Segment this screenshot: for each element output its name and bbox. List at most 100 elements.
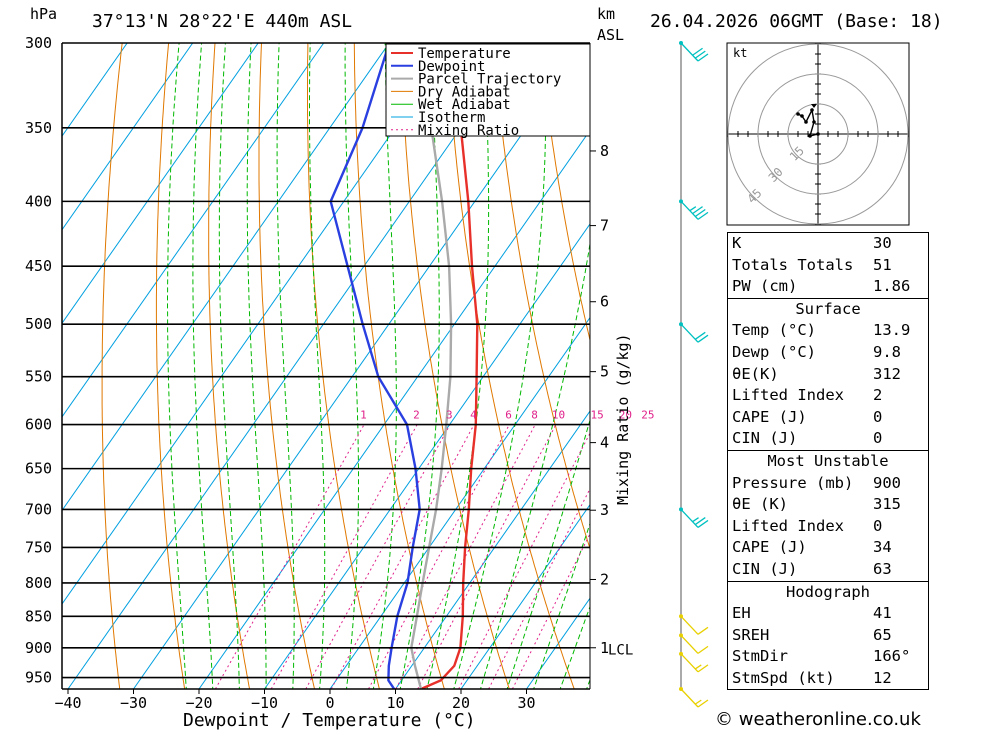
- pressure-tick-label: 300: [25, 34, 52, 52]
- km-tick-label: 6: [600, 293, 609, 311]
- isotherm-line: [265, 43, 717, 689]
- km-tick-label: 5: [600, 363, 609, 381]
- wind-barb-dot: [679, 687, 683, 691]
- unstable-value: 315: [873, 494, 928, 516]
- wet-adiabat-line: [168, 34, 187, 692]
- surface-value: 0: [873, 428, 928, 450]
- hodograph-point: [810, 108, 814, 112]
- surface-header: Surface: [728, 298, 928, 321]
- surface-row: Temp (°C)13.9: [728, 320, 928, 342]
- dewpoint-profile: [331, 43, 420, 689]
- surface-value: 2: [873, 385, 928, 407]
- top-label: K: [732, 233, 873, 255]
- pressure-tick-label: 700: [25, 500, 52, 518]
- surface-value: 312: [873, 364, 928, 386]
- wet-adiabat-line: [219, 34, 239, 692]
- asl-unit-label: ASL: [597, 26, 624, 44]
- surface-row: θE(K)312: [728, 364, 928, 386]
- hodo-row: StmSpd (kt)12: [728, 668, 928, 690]
- mixing-ratio-label: 15: [591, 409, 604, 422]
- unstable-row: CAPE (J)34: [728, 537, 928, 559]
- unstable-value: 63: [873, 559, 928, 581]
- pressure-tick-label: 550: [25, 368, 52, 386]
- isotherm-line: [0, 43, 127, 689]
- copyright-text: © weatheronline.co.uk: [715, 709, 921, 730]
- dry-adiabat-line: [156, 34, 184, 689]
- legend-entry: Mixing Ratio: [418, 123, 519, 139]
- wind-barb-dot: [679, 507, 683, 511]
- wind-barb-dot: [679, 199, 683, 203]
- surface-value: 0: [873, 407, 928, 429]
- mixing-ratio-line: [331, 425, 474, 689]
- mixing-ratio-line: [271, 425, 417, 689]
- mixing-ratio-axis-title: Mixing Ratio (g/kg): [614, 333, 632, 505]
- wind-barb: [681, 635, 698, 653]
- pressure-tick-label: 400: [25, 192, 52, 210]
- pressure-tick-label: 500: [25, 315, 52, 333]
- km-tick-label: 8: [600, 142, 609, 160]
- mixing-ratio-label: 1: [360, 409, 367, 422]
- surface-row: CAPE (J)0: [728, 407, 928, 429]
- wind-barb-dot: [679, 41, 683, 45]
- isotherm-line: [0, 43, 193, 689]
- surface-label: Lifted Index: [732, 385, 873, 407]
- wind-barb-half-feather: [695, 700, 701, 704]
- hodograph-point: [804, 120, 808, 124]
- mixing-ratio-line: [459, 425, 595, 689]
- mixing-ratio-label: 25: [641, 409, 654, 422]
- wind-barb: [681, 616, 698, 634]
- x-tick-label: −40: [54, 694, 81, 712]
- hodograph-point: [812, 120, 816, 124]
- surface-row: Dewp (°C)9.8: [728, 342, 928, 364]
- x-tick-label: −30: [120, 694, 147, 712]
- surface-label: CIN (J): [732, 428, 873, 450]
- hodograph-point: [816, 132, 820, 136]
- unstable-label: CAPE (J): [732, 537, 873, 559]
- unstable-label: Pressure (mb): [732, 473, 873, 495]
- wind-barb-dot: [679, 652, 683, 656]
- hodo-value: 41: [873, 603, 928, 625]
- surface-label: Dewp (°C): [732, 342, 873, 364]
- surface-value: 13.9: [873, 320, 928, 342]
- unstable-row: θE (K)315: [728, 494, 928, 516]
- hodograph-header: Hodograph: [728, 581, 928, 604]
- top-value: 51: [873, 255, 928, 277]
- unstable-value: 0: [873, 516, 928, 538]
- surface-label: Temp (°C): [732, 320, 873, 342]
- isotherm-line: [0, 43, 389, 689]
- temperature-profile: [421, 43, 477, 689]
- mixing-ratio-label: 6: [505, 409, 512, 422]
- hodo-label: StmSpd (kt): [732, 668, 873, 690]
- lcl-label: LCL: [608, 643, 633, 659]
- top-value: 30: [873, 233, 928, 255]
- hodograph-unit-label: kt: [733, 46, 747, 60]
- isotherm-line: [0, 43, 258, 689]
- pressure-tick-label: 350: [25, 119, 52, 137]
- unstable-row: Pressure (mb)900: [728, 473, 928, 495]
- hodograph-point: [808, 134, 812, 138]
- x-tick-label: 30: [517, 694, 535, 712]
- most-unstable-header: Most Unstable: [728, 450, 928, 473]
- km-tick-label: 4: [600, 434, 609, 452]
- km-unit-label: km: [597, 5, 615, 23]
- hodo-value: 12: [873, 668, 928, 690]
- mixing-ratio-label: 2: [413, 409, 420, 422]
- wind-barb-dot: [679, 614, 683, 618]
- km-tick-label: 7: [600, 217, 609, 235]
- hodo-label: SREH: [732, 625, 873, 647]
- unstable-label: CIN (J): [732, 559, 873, 581]
- surface-row: CIN (J)0: [728, 428, 928, 450]
- wind-barb-half-feather: [690, 207, 696, 211]
- hodo-value: 65: [873, 625, 928, 647]
- isotherm-line: [134, 43, 586, 689]
- top-label: Totals Totals: [732, 255, 873, 277]
- surface-label: θE(K): [732, 364, 873, 386]
- hodograph-point: [800, 114, 804, 118]
- pressure-tick-label: 600: [25, 416, 52, 434]
